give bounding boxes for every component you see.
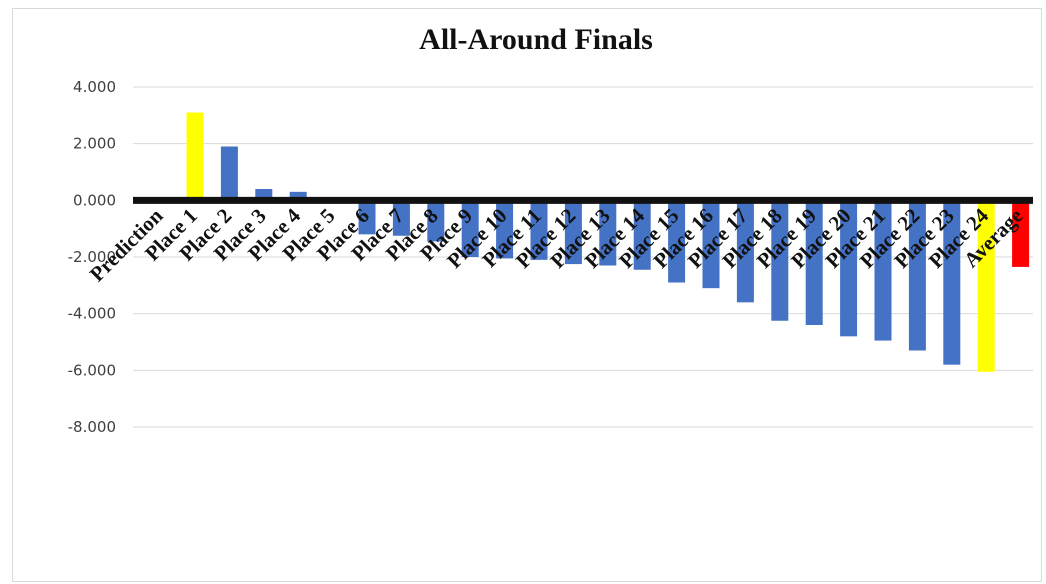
bar xyxy=(977,200,995,372)
bar xyxy=(771,200,789,321)
y-tick-label: 0.000 xyxy=(73,191,116,209)
chart-title: All-Around Finals xyxy=(419,23,653,56)
bar xyxy=(805,200,823,325)
bar xyxy=(358,200,376,235)
bar xyxy=(840,200,858,337)
bar xyxy=(633,200,651,270)
bar xyxy=(461,200,479,257)
y-tick-label: 2.000 xyxy=(73,135,116,153)
bar xyxy=(530,200,548,260)
chart: All-Around Finals 4.000 2.000 0.000 -2.000 -… xyxy=(68,23,1033,436)
y-tick-label: -8.000 xyxy=(68,418,116,436)
chart-frame: All-Around Finals 4.000 2.000 0.000 -2.000 -… xyxy=(12,8,1042,582)
y-tick-label: -6.000 xyxy=(68,361,116,379)
y-tick-label: -2.000 xyxy=(68,248,116,266)
bar xyxy=(392,200,410,236)
y-tick-label: -4.000 xyxy=(68,305,116,323)
bar xyxy=(289,191,307,201)
bar xyxy=(186,112,204,201)
bar xyxy=(908,200,926,351)
bar xyxy=(874,200,892,341)
bar xyxy=(255,189,273,201)
y-axis-tick-labels: 4.000 2.000 0.000 -2.000 -4.000 -6.000 -8.000 xyxy=(68,78,116,436)
bar xyxy=(1012,200,1030,267)
bar xyxy=(943,200,961,365)
y-tick-label: 4.000 xyxy=(73,78,116,96)
bar xyxy=(599,200,617,266)
bar xyxy=(427,200,445,242)
bar xyxy=(668,200,686,283)
bar xyxy=(496,200,514,259)
bar xyxy=(564,200,582,265)
bar xyxy=(220,146,238,201)
bar xyxy=(702,200,720,289)
bar xyxy=(736,200,754,303)
